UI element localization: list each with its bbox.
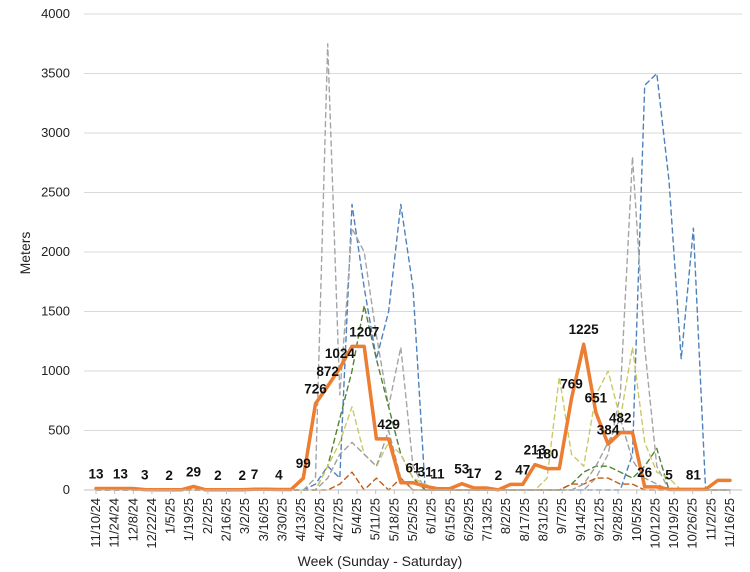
x-tick-label: 5/11/25: [368, 498, 383, 540]
x-axis-title: Week (Sunday - Saturday): [298, 553, 463, 569]
x-tick-label: 5/25/25: [405, 498, 420, 541]
data-label: 2: [239, 468, 247, 483]
data-label: 13: [88, 466, 104, 481]
x-tick-label: 10/19/25: [666, 498, 681, 549]
x-tick-label: 10/26/25: [685, 498, 700, 549]
data-label: 81: [686, 467, 702, 482]
x-tick-label: 12/8/24: [125, 498, 140, 541]
x-tick-label: 10/12/25: [647, 498, 662, 549]
data-label: 3: [141, 468, 149, 483]
y-tick-label: 500: [48, 423, 70, 438]
y-tick-label: 2000: [41, 244, 70, 259]
x-tick-label: 7/13/25: [480, 498, 495, 541]
data-label: 29: [186, 465, 201, 480]
x-tick-label: 9/14/25: [573, 498, 588, 541]
x-tick-label: 8/31/25: [536, 498, 551, 541]
data-label: 4: [275, 468, 283, 483]
x-tick-label: 6/15/25: [442, 498, 457, 541]
data-label: 2: [165, 468, 173, 483]
y-tick-label: 1000: [41, 363, 70, 378]
x-tick-label: 5/4/25: [349, 498, 364, 534]
x-tick-label: 4/13/25: [293, 498, 308, 541]
data-label: 726: [304, 382, 327, 397]
data-label: 482: [609, 411, 632, 426]
x-tick-label: 11/2/25: [703, 498, 718, 540]
y-tick-label: 3500: [41, 66, 70, 81]
data-label: 1207: [349, 324, 379, 339]
data-label: 2: [495, 468, 503, 483]
data-label: 53: [454, 462, 470, 477]
data-label: 384: [597, 422, 620, 437]
data-label: 651: [585, 391, 608, 406]
data-label: 213: [524, 443, 547, 458]
x-tick-label: 5/18/25: [386, 498, 401, 541]
x-tick-label: 9/7/25: [554, 498, 569, 534]
x-tick-label: 11/10/24: [88, 498, 103, 548]
x-tick-label: 6/29/25: [461, 498, 476, 541]
data-label: 1024: [325, 346, 356, 361]
data-label: 26: [637, 465, 653, 480]
x-tick-label: 4/27/25: [330, 498, 345, 541]
series-line-1: [95, 43, 731, 491]
y-tick-label: 3000: [41, 125, 70, 140]
x-tick-label: 4/20/25: [312, 498, 327, 541]
y-tick-label: 4000: [41, 6, 70, 21]
series-line-0: [95, 72, 731, 491]
data-label: 180: [536, 447, 559, 462]
x-tick-label: 11/16/25: [722, 498, 737, 548]
data-label: 769: [560, 376, 583, 391]
data-label: 429: [377, 417, 400, 432]
x-tick-label: 3/16/25: [256, 498, 271, 541]
x-tick-label: 11/24/24: [107, 498, 122, 548]
data-label: 47: [515, 462, 530, 477]
data-label: 872: [316, 364, 339, 379]
series-line-main: [94, 342, 732, 492]
x-tick-label: 2/2/25: [200, 498, 215, 534]
gridlines: [84, 13, 742, 431]
series-lines: [94, 43, 732, 492]
x-tick-label: 12/22/24: [144, 498, 159, 549]
x-tick-label: 9/21/25: [591, 498, 606, 541]
x-tick-label: 8/2/25: [498, 498, 513, 534]
y-tick-label: 0: [63, 482, 70, 497]
x-tick-label: 10/5/25: [629, 498, 644, 541]
x-tick-label: 3/2/25: [237, 498, 252, 534]
data-label: 2: [214, 468, 222, 483]
x-tick-label: 3/30/25: [274, 498, 289, 541]
y-axis-title: Meters: [17, 232, 33, 275]
axes: 0 500 1000 1500 2000 2500 3000 3500 4000 11/10/24…: [41, 6, 742, 549]
y-tick-label: 2500: [41, 185, 70, 200]
data-label: 1225: [569, 322, 600, 337]
data-label: 17: [466, 466, 481, 481]
data-label: 99: [296, 456, 311, 471]
data-label: 31: [418, 464, 434, 479]
x-tick-label: 1/5/25: [163, 498, 178, 534]
y-tick-label: 1500: [41, 304, 70, 319]
data-label: 61: [405, 461, 421, 476]
x-tick-label: 6/1/25: [424, 498, 439, 534]
data-label: 5: [665, 467, 673, 482]
x-tick-label: 2/16/25: [219, 498, 234, 541]
x-tick-label: 9/28/25: [610, 498, 625, 541]
x-tick-label: 8/17/25: [517, 498, 532, 541]
data-label: 7: [251, 467, 259, 482]
data-label: 11: [430, 467, 445, 482]
data-label: 13: [113, 466, 129, 481]
x-tick-label: 1/19/25: [181, 498, 196, 541]
series-line-3: [95, 346, 731, 491]
